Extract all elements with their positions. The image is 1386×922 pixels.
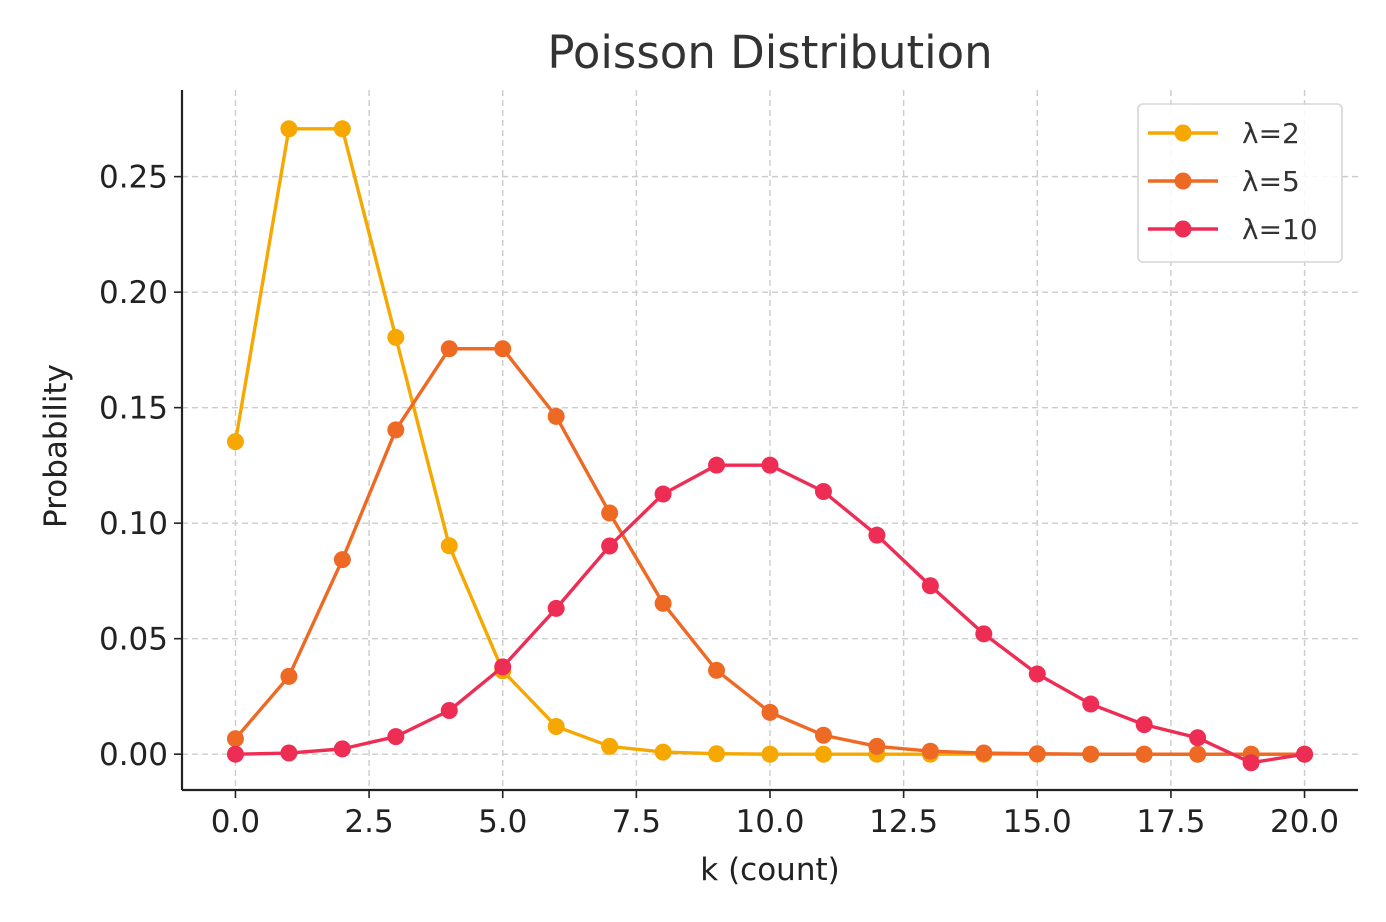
data-point xyxy=(868,737,886,755)
data-point xyxy=(494,340,512,358)
y-tick-label: 0.05 xyxy=(99,622,168,658)
data-point xyxy=(975,744,993,762)
x-tick-label: 5.0 xyxy=(478,804,527,840)
legend-item: λ=10 xyxy=(1148,213,1318,246)
data-point xyxy=(921,577,939,595)
data-point xyxy=(280,744,298,762)
data-point xyxy=(1135,745,1153,763)
data-point xyxy=(494,658,512,676)
data-point xyxy=(387,328,405,346)
data-point xyxy=(1296,745,1314,763)
data-point xyxy=(761,745,779,763)
x-tick-label: 17.5 xyxy=(1136,804,1205,840)
data-point xyxy=(761,703,779,721)
legend-marker xyxy=(1174,124,1192,142)
data-point xyxy=(280,120,298,138)
legend-item: λ=5 xyxy=(1148,165,1300,198)
x-axis-label: k (count) xyxy=(700,852,839,888)
legend-box xyxy=(1137,103,1343,263)
data-point xyxy=(708,745,726,763)
legend-label: λ=5 xyxy=(1242,165,1300,198)
data-point xyxy=(1028,745,1046,763)
data-point xyxy=(333,551,351,569)
data-point xyxy=(226,433,244,451)
data-point xyxy=(814,726,832,744)
y-tick-label: 0.00 xyxy=(99,737,168,773)
data-point xyxy=(814,483,832,501)
chart-title: Poisson Distribution xyxy=(547,26,992,79)
x-tick-label: 10.0 xyxy=(735,804,804,840)
data-point xyxy=(975,625,993,643)
data-point xyxy=(547,407,565,425)
legend-item: λ=2 xyxy=(1148,117,1300,150)
data-point xyxy=(387,728,405,746)
data-point xyxy=(814,745,832,763)
data-point xyxy=(601,537,619,555)
x-tick-label: 20.0 xyxy=(1270,804,1339,840)
data-point xyxy=(654,743,672,761)
data-point xyxy=(1189,745,1207,763)
legend-label: λ=10 xyxy=(1242,213,1318,246)
series-2 xyxy=(226,340,1314,763)
data-point xyxy=(921,742,939,760)
series-3 xyxy=(226,456,1314,772)
data-point xyxy=(708,661,726,679)
data-point xyxy=(333,740,351,758)
legend-marker xyxy=(1174,220,1192,238)
data-point xyxy=(1082,695,1100,713)
y-tick-label: 0.25 xyxy=(99,160,168,196)
data-point xyxy=(654,485,672,503)
data-point xyxy=(868,526,886,544)
data-point xyxy=(708,456,726,474)
data-point xyxy=(387,421,405,439)
y-tick-label: 0.20 xyxy=(99,275,168,311)
data-point xyxy=(1242,754,1260,772)
data-point xyxy=(601,737,619,755)
data-point xyxy=(654,594,672,612)
data-point xyxy=(1189,729,1207,747)
data-point xyxy=(280,667,298,685)
data-point xyxy=(226,730,244,748)
data-point xyxy=(601,504,619,522)
y-tick-label: 0.15 xyxy=(99,391,168,427)
x-tick-label: 0.0 xyxy=(211,804,260,840)
x-tick-label: 7.5 xyxy=(612,804,661,840)
data-point xyxy=(226,745,244,763)
x-tick-label: 2.5 xyxy=(344,804,393,840)
data-point xyxy=(440,702,458,720)
data-point xyxy=(1135,716,1153,734)
plot-area xyxy=(226,120,1314,772)
legend-marker xyxy=(1174,172,1192,190)
y-tick-label: 0.10 xyxy=(99,506,168,542)
data-point xyxy=(547,599,565,617)
data-point xyxy=(440,537,458,555)
data-point xyxy=(1028,665,1046,683)
tick-labels: 0.0 2.5 5.0 7.5 10.0 12.5 15.0 17.5 20.0 0.00 0.05… xyxy=(99,160,1339,840)
data-point xyxy=(761,456,779,474)
y-axis-label: Probability xyxy=(38,364,74,528)
axes xyxy=(174,90,1358,798)
x-tick-label: 15.0 xyxy=(1003,804,1072,840)
data-point xyxy=(333,120,351,138)
data-point xyxy=(547,717,565,735)
data-point xyxy=(440,340,458,358)
x-tick-label: 12.5 xyxy=(869,804,938,840)
legend-label: λ=2 xyxy=(1242,117,1300,150)
legend: λ=2 λ=5 λ=10 xyxy=(1137,103,1343,263)
data-point xyxy=(1082,745,1100,763)
